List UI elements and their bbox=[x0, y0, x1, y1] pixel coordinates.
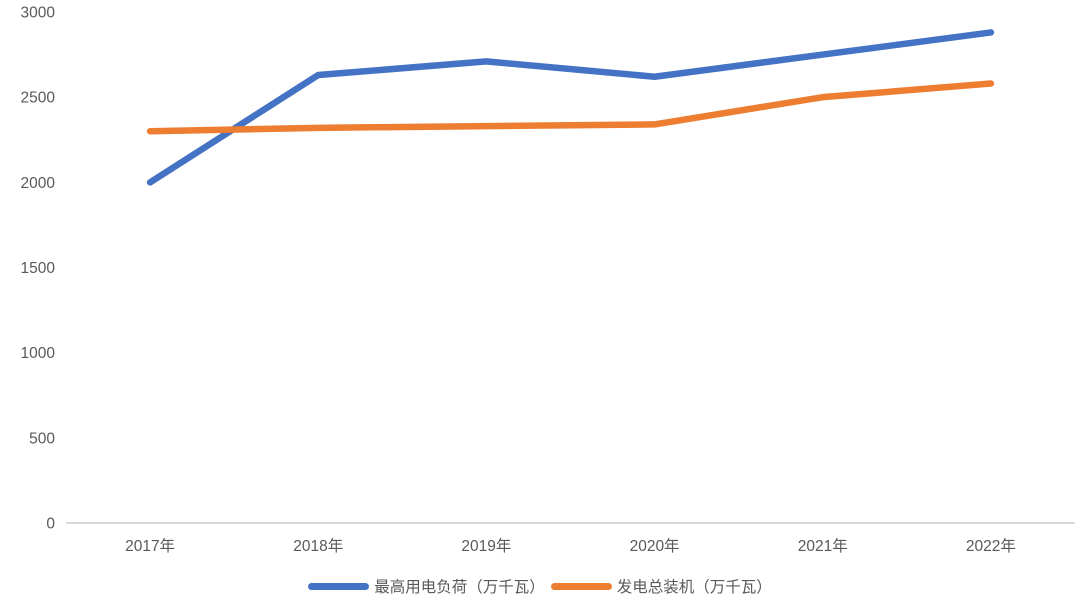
legend-label: 发电总装机（万千瓦） bbox=[616, 579, 772, 596]
legend-item: 最高用电负荷（万千瓦） bbox=[308, 575, 545, 597]
x-tick-label: 2018年 bbox=[293, 537, 343, 555]
legend-swatch bbox=[308, 582, 370, 590]
x-tick-label: 2020年 bbox=[630, 537, 680, 555]
series-line bbox=[146, 80, 995, 135]
legend-swatch bbox=[550, 582, 612, 590]
y-tick-label: 2000 bbox=[21, 175, 56, 192]
x-tick-label: 2017年 bbox=[125, 537, 175, 555]
series-line bbox=[146, 29, 995, 186]
y-tick-label: 500 bbox=[29, 430, 55, 447]
x-tick-label: 2021年 bbox=[798, 537, 848, 555]
y-tick-label: 2500 bbox=[21, 90, 56, 107]
legend: 最高用电负荷（万千瓦） 发电总装机（万千瓦） bbox=[0, 575, 1080, 597]
y-tick-label: 3000 bbox=[21, 5, 56, 22]
x-tick-label: 2019年 bbox=[461, 537, 511, 555]
legend-label: 最高用电负荷（万千瓦） bbox=[374, 579, 545, 596]
y-tick-label: 0 bbox=[46, 516, 55, 533]
x-tick-label: 2022年 bbox=[966, 537, 1016, 555]
y-tick-label: 1000 bbox=[21, 345, 56, 362]
y-tick-label: 1500 bbox=[21, 260, 56, 277]
legend-item: 发电总装机（万千瓦） bbox=[550, 575, 772, 597]
